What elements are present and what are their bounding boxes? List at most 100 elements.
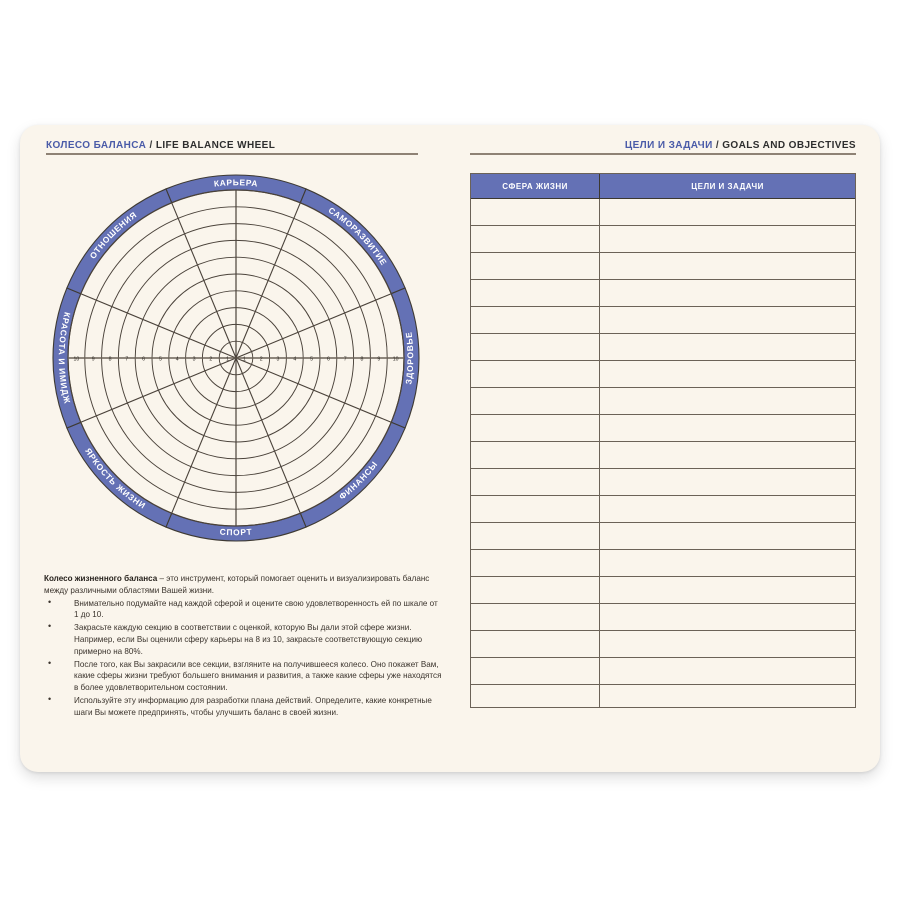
table-row[interactable] <box>471 603 855 631</box>
wheel-scale-right-4: 4 <box>293 357 296 363</box>
cell-life-sphere[interactable] <box>471 279 601 307</box>
instruction-text: Закрасьте каждую секцию в соответствии с… <box>74 623 423 656</box>
goals-table-header-row: СФЕРА ЖИЗНИ ЦЕЛИ И ЗАДАЧИ <box>471 174 855 199</box>
table-row[interactable] <box>471 684 855 707</box>
instruction-item: • Внимательно подумайте над каждой сферой… <box>44 596 444 621</box>
instruction-text: Внимательно подумайте над каждой сферой … <box>74 598 438 620</box>
life-balance-wheel[interactable]: 10 9 8 7 6 5 4 3 2 1 1 2 3 4 5 6 7 8 9 10 КАРЬЕРА САМОРАЗВИТИ… <box>34 170 438 550</box>
table-row[interactable] <box>471 414 855 442</box>
section-header-left-en: LIFE BALANCE WHEEL <box>155 140 276 151</box>
cell-goals[interactable] <box>599 657 855 685</box>
cell-goals[interactable] <box>599 279 855 307</box>
table-row[interactable] <box>471 630 855 658</box>
cell-goals[interactable] <box>599 306 855 334</box>
table-row[interactable] <box>471 306 855 334</box>
notebook-page: КОЛЕСО БАЛАНСА / LIFE BALANCE WHEEL ЦЕЛИ… <box>20 125 880 772</box>
cell-life-sphere[interactable] <box>471 603 601 631</box>
cell-life-sphere[interactable] <box>471 549 601 577</box>
cell-goals[interactable] <box>599 333 855 361</box>
instructions-lead: Колесо жизненного баланса – это инструме… <box>44 573 444 596</box>
table-row[interactable] <box>471 549 855 577</box>
wheel-spoke-0 <box>171 202 237 359</box>
cell-life-sphere[interactable] <box>471 495 601 523</box>
cell-life-sphere[interactable] <box>471 306 601 334</box>
instruction-item: • После того, как Вы закрасили все секции… <box>44 657 444 694</box>
cell-life-sphere[interactable] <box>471 441 601 469</box>
section-header-left-ru: КОЛЕСО БАЛАНСА <box>46 140 147 151</box>
wheel-scale-left-6: 6 <box>142 357 145 363</box>
cell-life-sphere[interactable] <box>471 333 601 361</box>
goals-table-body <box>471 198 855 707</box>
wheel-scale-left-9: 9 <box>92 357 95 363</box>
wheel-scale-left-10: 10 <box>74 357 80 363</box>
table-row[interactable] <box>471 657 855 685</box>
table-row[interactable] <box>471 252 855 280</box>
cell-goals[interactable] <box>599 522 855 550</box>
table-row[interactable] <box>471 522 855 550</box>
section-header-right-text: ЦЕЛИ И ЗАДАЧИ / GOALS AND OBJECTIVES <box>625 140 856 151</box>
cell-life-sphere[interactable] <box>471 198 601 226</box>
bullet-icon: • <box>48 657 52 668</box>
bullet-icon: • <box>48 621 52 632</box>
table-row[interactable] <box>471 495 855 523</box>
table-row[interactable] <box>471 225 855 253</box>
wheel-scale-left-4: 4 <box>176 357 179 363</box>
cell-goals[interactable] <box>599 576 855 604</box>
cell-goals[interactable] <box>599 198 855 226</box>
wheel-scale-right-2: 2 <box>260 357 263 363</box>
cell-goals[interactable] <box>599 252 855 280</box>
cell-goals[interactable] <box>599 495 855 523</box>
goals-table: СФЕРА ЖИЗНИ ЦЕЛИ И ЗАДАЧИ <box>471 174 855 707</box>
wheel-scale-left-7: 7 <box>125 357 128 363</box>
wheel-scale-right-10: 10 <box>393 357 399 363</box>
cell-goals[interactable] <box>599 414 855 442</box>
cell-goals[interactable] <box>599 387 855 415</box>
cell-goals[interactable] <box>599 630 855 658</box>
cell-life-sphere[interactable] <box>471 657 601 685</box>
table-row[interactable] <box>471 198 855 226</box>
cell-goals[interactable] <box>599 441 855 469</box>
cell-life-sphere[interactable] <box>471 576 601 604</box>
cell-life-sphere[interactable] <box>471 225 601 253</box>
section-header-left: КОЛЕСО БАЛАНСА / LIFE BALANCE WHEEL <box>46 133 418 155</box>
table-row[interactable] <box>471 360 855 388</box>
table-row[interactable] <box>471 576 855 604</box>
cell-life-sphere[interactable] <box>471 360 601 388</box>
table-row[interactable] <box>471 387 855 415</box>
wheel-scale-left-2: 2 <box>209 357 212 363</box>
table-row[interactable] <box>471 279 855 307</box>
cell-goals[interactable] <box>599 684 855 707</box>
cell-goals[interactable] <box>599 360 855 388</box>
cell-life-sphere[interactable] <box>471 522 601 550</box>
cell-goals[interactable] <box>599 549 855 577</box>
goals-table-container[interactable]: СФЕРА ЖИЗНИ ЦЕЛИ И ЗАДАЧИ <box>470 173 856 708</box>
cell-life-sphere[interactable] <box>471 414 601 442</box>
instructions-lead-bold: Колесо жизненного баланса <box>44 574 158 583</box>
wheel-scale-left-1: 1 <box>226 357 229 363</box>
cell-goals[interactable] <box>599 225 855 253</box>
wheel-scale-left-8: 8 <box>109 357 112 363</box>
wheel-spoke-2 <box>235 293 392 359</box>
wheel-spoke-1 <box>235 202 301 359</box>
wheel-svg: 10 9 8 7 6 5 4 3 2 1 1 2 3 4 5 6 7 8 9 10КАРЬЕРАСАМОРАЗВИТИ… <box>52 174 420 542</box>
table-row[interactable] <box>471 333 855 361</box>
section-header-right-rule <box>470 153 856 155</box>
cell-life-sphere[interactable] <box>471 684 601 707</box>
instruction-text: Используйте эту информацию для разработк… <box>74 695 432 717</box>
cell-life-sphere[interactable] <box>471 468 601 496</box>
wheel-scale-right-3: 3 <box>277 357 280 363</box>
section-header-right: ЦЕЛИ И ЗАДАЧИ / GOALS AND OBJECTIVES <box>470 133 856 155</box>
wheel-scale-right-7: 7 <box>344 357 347 363</box>
table-row[interactable] <box>471 468 855 496</box>
bullet-icon: • <box>48 596 52 607</box>
cell-life-sphere[interactable] <box>471 387 601 415</box>
section-header-left-separator: / <box>146 140 156 151</box>
cell-life-sphere[interactable] <box>471 252 601 280</box>
column-header-life-sphere: СФЕРА ЖИЗНИ <box>471 174 601 199</box>
wheel-scale-left-3: 3 <box>193 357 196 363</box>
cell-goals[interactable] <box>599 603 855 631</box>
cell-goals[interactable] <box>599 468 855 496</box>
cell-life-sphere[interactable] <box>471 630 601 658</box>
instruction-text: После того, как Вы закрасили все секции,… <box>74 659 442 692</box>
table-row[interactable] <box>471 441 855 469</box>
